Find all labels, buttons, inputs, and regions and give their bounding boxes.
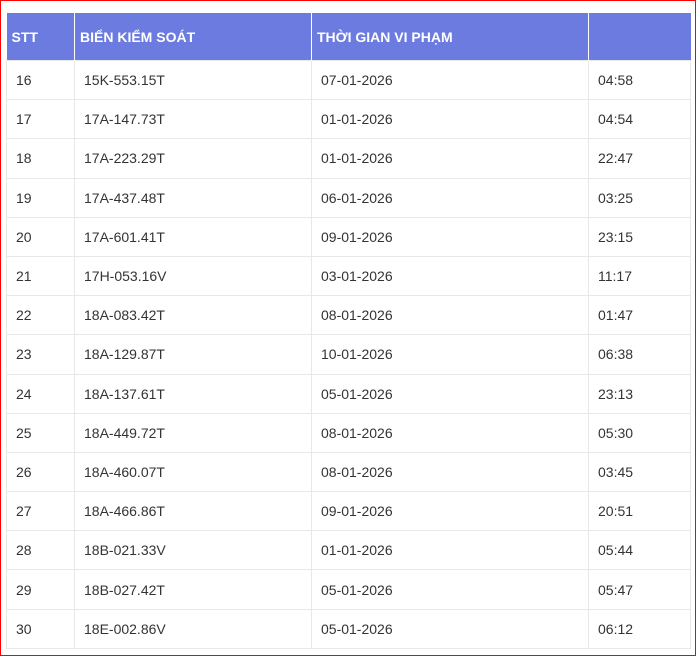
cell-stt: 29 [6, 569, 75, 610]
table-row: 23 18A-129.87T 10-01-2026 06:38 [6, 334, 691, 375]
cell-time: 23:13 [588, 373, 691, 414]
cell-stt: 19 [6, 177, 75, 218]
cell-time: 06:12 [588, 608, 691, 649]
cell-date: 06-01-2026 [311, 177, 589, 218]
cell-time: 05:30 [588, 412, 691, 453]
header-date: THỜI GIAN VI PHẠM [311, 13, 589, 61]
cell-time: 05:47 [588, 569, 691, 610]
cell-plate: 15K-553.15T [74, 59, 312, 101]
table-header: STT BIỂN KIỂM SOÁT THỜI GIAN VI PHẠM [6, 13, 691, 61]
cell-date: 01-01-2026 [311, 138, 589, 179]
cell-plate: 18E-002.86V [74, 608, 312, 649]
cell-plate: 18A-466.86T [74, 491, 312, 532]
table-row: 27 18A-466.86T 09-01-2026 20:51 [6, 491, 691, 532]
table-row: 30 18E-002.86V 05-01-2026 06:12 [6, 608, 691, 649]
cell-stt: 17 [6, 99, 75, 140]
cell-plate: 17A-437.48T [74, 177, 312, 218]
table-row: 18 17A-223.29T 01-01-2026 22:47 [6, 138, 691, 179]
cell-plate: 17A-147.73T [74, 99, 312, 140]
cell-date: 05-01-2026 [311, 373, 589, 414]
cell-time: 05:44 [588, 530, 691, 571]
table-row: 17 17A-147.73T 01-01-2026 04:54 [6, 99, 691, 140]
cell-date: 05-01-2026 [311, 608, 589, 649]
cell-stt: 24 [6, 373, 75, 414]
cell-plate: 18A-129.87T [74, 334, 312, 375]
table-body: 16 15K-553.15T 07-01-2026 04:58 17 17A-147.73… [6, 59, 691, 649]
cell-stt: 16 [6, 59, 75, 101]
cell-date: 09-01-2026 [311, 491, 589, 532]
cell-time: 01:47 [588, 295, 691, 336]
cell-stt: 28 [6, 530, 75, 571]
cell-stt: 23 [6, 334, 75, 375]
table-row: 25 18A-449.72T 08-01-2026 05:30 [6, 412, 691, 453]
cell-plate: 18B-027.42T [74, 569, 312, 610]
cell-time: 04:54 [588, 99, 691, 140]
cell-plate: 17A-223.29T [74, 138, 312, 179]
cell-stt: 21 [6, 255, 75, 297]
cell-date: 05-01-2026 [311, 569, 589, 610]
cell-date: 08-01-2026 [311, 451, 589, 493]
cell-date: 03-01-2026 [311, 255, 589, 297]
cell-stt: 30 [6, 608, 75, 649]
violations-table: STT BIỂN KIỂM SOÁT THỜI GIAN VI PHẠM 16 1… [6, 13, 691, 649]
cell-time: 23:15 [588, 216, 691, 257]
table-row: 28 18B-021.33V 01-01-2026 05:44 [6, 530, 691, 571]
cell-stt: 25 [6, 412, 75, 453]
cell-plate: 18A-137.61T [74, 373, 312, 414]
table-row: 26 18A-460.07T 08-01-2026 03:45 [6, 451, 691, 493]
cell-time: 06:38 [588, 334, 691, 375]
header-stt: STT [6, 13, 75, 61]
cell-stt: 20 [6, 216, 75, 257]
cell-time: 03:25 [588, 177, 691, 218]
table-row: 22 18A-083.42T 08-01-2026 01:47 [6, 295, 691, 336]
cell-plate: 18A-083.42T [74, 295, 312, 336]
cell-plate: 17H-053.16V [74, 255, 312, 297]
cell-date: 10-01-2026 [311, 334, 589, 375]
cell-time: 11:17 [588, 255, 691, 297]
cell-time: 20:51 [588, 491, 691, 532]
cell-date: 07-01-2026 [311, 59, 589, 101]
cell-stt: 18 [6, 138, 75, 179]
header-time [588, 13, 691, 61]
cell-plate: 18B-021.33V [74, 530, 312, 571]
table-row: 21 17H-053.16V 03-01-2026 11:17 [6, 255, 691, 297]
table-row: 16 15K-553.15T 07-01-2026 04:58 [6, 59, 691, 101]
cell-date: 08-01-2026 [311, 295, 589, 336]
table-row: 29 18B-027.42T 05-01-2026 05:47 [6, 569, 691, 610]
cell-time: 22:47 [588, 138, 691, 179]
cell-stt: 26 [6, 451, 75, 493]
cell-date: 01-01-2026 [311, 99, 589, 140]
cell-plate: 17A-601.41T [74, 216, 312, 257]
cell-date: 01-01-2026 [311, 530, 589, 571]
header-plate: BIỂN KIỂM SOÁT [74, 13, 312, 61]
cell-time: 04:58 [588, 59, 691, 101]
cell-stt: 22 [6, 295, 75, 336]
cell-date: 09-01-2026 [311, 216, 589, 257]
table-row: 19 17A-437.48T 06-01-2026 03:25 [6, 177, 691, 218]
table-row: 20 17A-601.41T 09-01-2026 23:15 [6, 216, 691, 257]
cell-stt: 27 [6, 491, 75, 532]
cell-plate: 18A-449.72T [74, 412, 312, 453]
cell-time: 03:45 [588, 451, 691, 493]
cell-plate: 18A-460.07T [74, 451, 312, 493]
cell-date: 08-01-2026 [311, 412, 589, 453]
table-row: 24 18A-137.61T 05-01-2026 23:13 [6, 373, 691, 414]
